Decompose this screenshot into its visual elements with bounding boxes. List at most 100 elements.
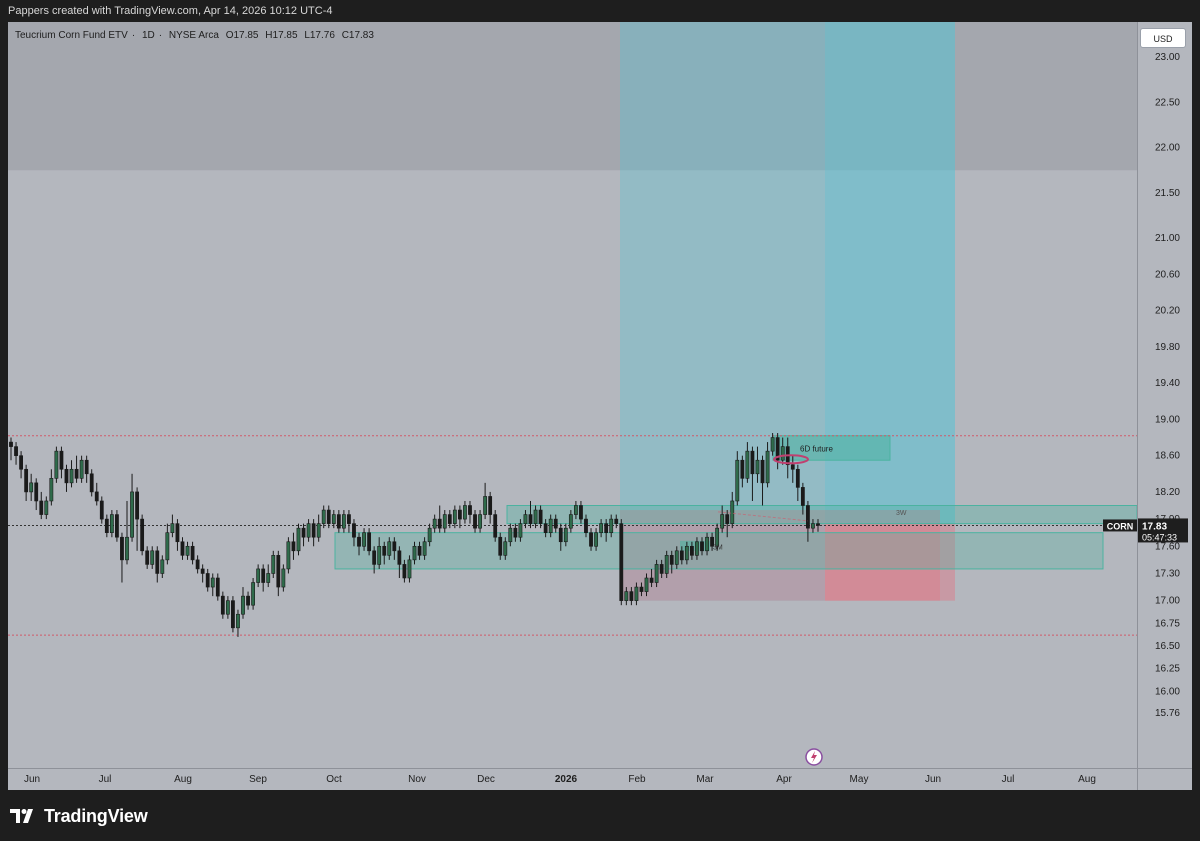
candle bbox=[115, 510, 119, 542]
candle bbox=[59, 446, 64, 479]
candle-body bbox=[225, 600, 230, 615]
chart-frame: 6D future 3W 3M 23.00 22.50 22.00 21.50 21.00 2… bbox=[8, 22, 1192, 790]
candle bbox=[548, 514, 553, 538]
candle bbox=[352, 519, 356, 547]
candle-body bbox=[241, 595, 245, 615]
candle-body bbox=[44, 500, 49, 515]
candle-body bbox=[311, 523, 316, 538]
candle-body bbox=[503, 541, 508, 556]
candle bbox=[690, 541, 694, 560]
time-tick-label: Nov bbox=[408, 774, 426, 785]
candle bbox=[634, 582, 639, 606]
candle-body bbox=[306, 523, 311, 538]
candle-body bbox=[553, 518, 558, 529]
tradingview-logo-icon bbox=[10, 809, 33, 823]
candle bbox=[311, 519, 316, 547]
candle bbox=[34, 478, 39, 511]
candle-body bbox=[437, 518, 442, 529]
candle-body bbox=[69, 468, 74, 484]
symbol-name: Teucrium Corn Fund ETV bbox=[15, 30, 128, 41]
candle-body bbox=[266, 573, 271, 583]
candle bbox=[200, 564, 205, 583]
candle bbox=[589, 528, 593, 551]
symbol-tag bbox=[1103, 519, 1137, 532]
candle bbox=[326, 505, 331, 529]
zone-3m-small bbox=[680, 540, 710, 551]
time-tick-label: Aug bbox=[1078, 774, 1096, 785]
candle bbox=[720, 505, 725, 533]
candle bbox=[624, 587, 629, 606]
price-tick-label: 16.00 bbox=[1155, 686, 1180, 697]
candle bbox=[210, 573, 215, 597]
countdown-label: 05:47:33 bbox=[1142, 532, 1177, 542]
candle-body bbox=[478, 514, 482, 529]
candle-body bbox=[347, 514, 351, 524]
candle bbox=[563, 523, 568, 547]
currency-button[interactable]: USD bbox=[1140, 28, 1186, 48]
candle-body bbox=[457, 509, 462, 520]
candle-body bbox=[427, 527, 432, 543]
annotations: 6D future 3W 3M bbox=[713, 444, 907, 766]
candle-body bbox=[29, 482, 34, 493]
candle-body bbox=[649, 577, 654, 583]
candle bbox=[594, 528, 598, 551]
price-tick-label: 22.00 bbox=[1155, 143, 1180, 154]
candle-body bbox=[296, 527, 301, 552]
candle bbox=[684, 541, 689, 565]
price-tick-label: 23.00 bbox=[1155, 52, 1180, 63]
candle bbox=[125, 500, 129, 565]
candle bbox=[437, 505, 442, 533]
candle-body bbox=[185, 545, 190, 556]
candle bbox=[422, 537, 427, 560]
candle bbox=[533, 505, 538, 529]
candle-body bbox=[109, 514, 114, 533]
candle bbox=[99, 496, 104, 524]
candle bbox=[291, 532, 296, 560]
candle bbox=[296, 523, 301, 556]
ohlc-low: L17.76 bbox=[304, 30, 335, 41]
time-tick-label: Jul bbox=[99, 774, 112, 785]
candle-body bbox=[291, 541, 296, 552]
candle-body bbox=[493, 514, 498, 538]
price-tick-label: 16.25 bbox=[1155, 664, 1180, 675]
candle bbox=[215, 573, 220, 601]
candle-body bbox=[135, 491, 139, 520]
symbol-tag-label: CORN bbox=[1107, 521, 1134, 531]
price-tick-label: 15.76 bbox=[1155, 708, 1180, 719]
candle-body bbox=[755, 459, 760, 475]
candle-body bbox=[99, 500, 104, 520]
candle bbox=[84, 455, 89, 483]
candle-body bbox=[155, 550, 160, 574]
candle-body bbox=[251, 582, 256, 606]
price-scale[interactable] bbox=[1137, 22, 1192, 790]
candle bbox=[473, 510, 477, 533]
price-tick-label: 17.00 bbox=[1155, 596, 1180, 607]
symbol-legend: Teucrium Corn Fund ETV · 1D · NYSE Arca O1… bbox=[15, 30, 374, 41]
tradingview-logo[interactable]: TradingView bbox=[10, 806, 148, 826]
candle-body bbox=[130, 491, 134, 538]
time-tick-label: Jun bbox=[24, 774, 40, 785]
candle-body bbox=[407, 559, 412, 579]
time-scale[interactable] bbox=[8, 768, 1192, 790]
candle bbox=[639, 582, 644, 597]
candle bbox=[49, 469, 54, 506]
candle-body bbox=[271, 555, 276, 574]
candle bbox=[321, 505, 326, 529]
candle bbox=[427, 523, 432, 547]
candle bbox=[109, 510, 114, 538]
candle bbox=[231, 596, 235, 633]
candle bbox=[140, 514, 145, 556]
candle-body bbox=[256, 568, 261, 583]
price-tick-label: 17.30 bbox=[1155, 568, 1180, 579]
candle bbox=[104, 514, 109, 538]
candle bbox=[604, 519, 609, 542]
candle bbox=[750, 446, 755, 501]
candle-body bbox=[745, 450, 750, 479]
price-tick-label: 22.50 bbox=[1155, 97, 1180, 108]
candle-body bbox=[34, 482, 39, 502]
candle-body bbox=[316, 523, 321, 538]
candle bbox=[220, 591, 225, 619]
candle-body bbox=[518, 523, 523, 538]
candle bbox=[195, 555, 200, 574]
